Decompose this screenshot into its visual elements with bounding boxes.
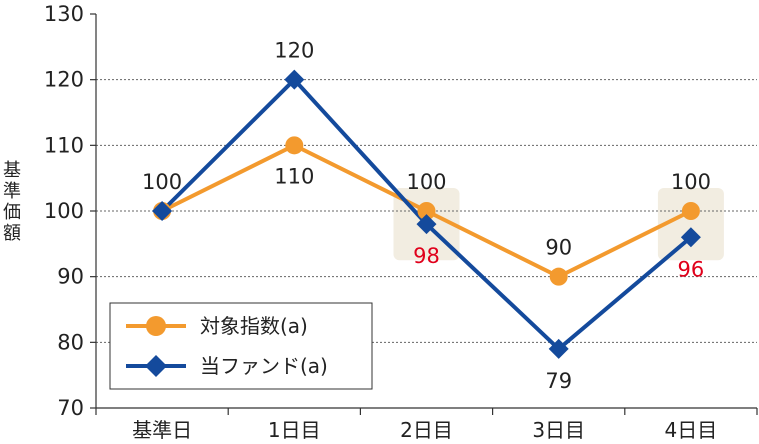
legend-marker <box>145 355 167 377</box>
y-tick-label: 100 <box>44 199 84 223</box>
y-tick-labels: 70 80 90 100 110 120 130 <box>44 2 84 420</box>
data-labels: 100 110 100 90 100 120 98 79 96 <box>142 39 711 393</box>
legend-label: 当ファンド(a) <box>200 354 328 378</box>
x-tick-label: 3日目 <box>532 418 585 442</box>
data-label: 120 <box>274 39 314 63</box>
data-label: 110 <box>274 164 314 188</box>
data-label: 98 <box>413 244 440 268</box>
y-tick-label: 70 <box>57 396 84 420</box>
data-label: 90 <box>545 236 572 260</box>
data-point <box>548 338 569 359</box>
data-point <box>285 136 304 155</box>
x-tick-label: 1日目 <box>268 418 321 442</box>
data-point <box>681 202 700 220</box>
y-tick-label: 120 <box>44 68 84 92</box>
data-point <box>152 201 173 221</box>
data-label: 100 <box>142 170 182 194</box>
data-label: 96 <box>678 257 705 281</box>
data-label: 100 <box>671 170 711 194</box>
axes <box>90 13 758 415</box>
data-label: 100 <box>406 170 446 194</box>
series-layer <box>152 69 701 359</box>
data-label: 79 <box>545 369 572 393</box>
legend-marker <box>146 316 166 336</box>
legend: 対象指数(a) 当ファンド(a) <box>109 302 373 390</box>
legend-label: 対象指数(a) <box>200 314 308 338</box>
highlight-box <box>657 188 724 261</box>
y-axis-label: 基準価額 <box>3 160 21 244</box>
x-tick-label: 基準日 <box>132 418 192 442</box>
data-point <box>680 227 701 248</box>
data-point <box>549 267 568 286</box>
y-tick-label: 80 <box>57 330 84 354</box>
y-tick-label: 90 <box>57 265 84 289</box>
data-point <box>416 214 437 235</box>
data-point <box>284 69 305 90</box>
data-point <box>417 202 436 220</box>
x-tick-label: 4日目 <box>665 418 718 442</box>
y-tick-label: 110 <box>44 133 84 157</box>
x-tick-labels: 基準日 1日目 2日目 3日目 4日目 <box>132 418 717 442</box>
y-tick-label: 130 <box>44 2 84 26</box>
x-tick-label: 2日目 <box>400 418 453 442</box>
